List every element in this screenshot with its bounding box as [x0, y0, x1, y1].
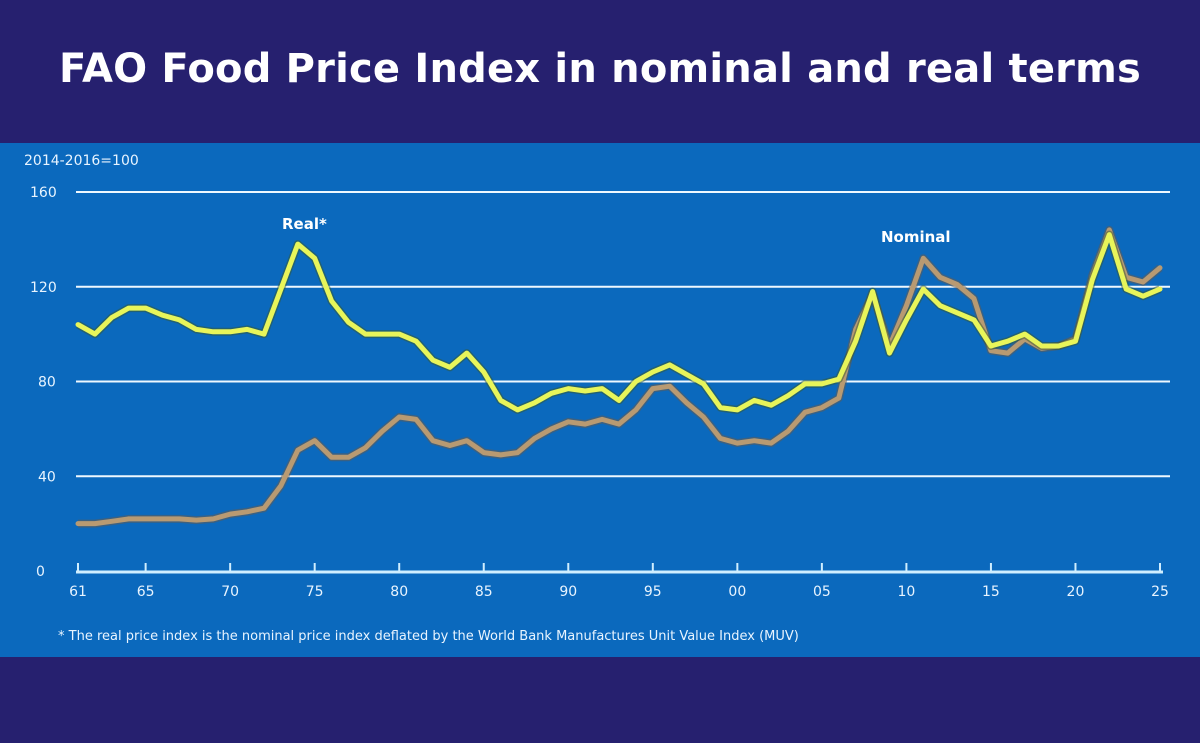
x-tick-label: 95	[644, 584, 662, 600]
y-tick-label: 80	[38, 375, 56, 391]
y-tick-label: 160	[30, 185, 57, 201]
y-tick-label: 120	[30, 280, 57, 296]
x-tick-label: 90	[559, 584, 577, 600]
x-tick-label: 75	[306, 584, 324, 600]
x-tick-label: 05	[813, 584, 831, 600]
series-shadow	[76, 230, 1162, 414]
x-tick-label: 25	[1151, 584, 1169, 600]
nominal-series-line	[75, 227, 1163, 527]
x-tick-label: 00	[728, 584, 746, 600]
x-tick-label: 15	[982, 584, 1000, 600]
nominal-series-label: Nominal	[881, 228, 951, 246]
x-tick-label: 20	[1067, 584, 1085, 600]
x-tick-label: 61	[69, 584, 87, 600]
x-tick-label: 80	[390, 584, 408, 600]
real-series-label: Real*	[282, 215, 327, 233]
series-shadow	[78, 225, 1163, 528]
real-series-line	[75, 232, 1163, 413]
page-title: FAO Food Price Index in nominal and real…	[59, 46, 1141, 92]
x-tick-label: 70	[221, 584, 239, 600]
y-tick-label: 40	[38, 469, 56, 485]
x-tick-label: 65	[137, 584, 155, 600]
x-tick-label: 10	[897, 584, 915, 600]
footnote: * The real price index is the nominal pr…	[58, 629, 799, 644]
x-tick-label: 85	[475, 584, 493, 600]
y-tick-label: 0	[36, 564, 45, 580]
y-axis-label: 2014-2016=100	[24, 153, 139, 169]
